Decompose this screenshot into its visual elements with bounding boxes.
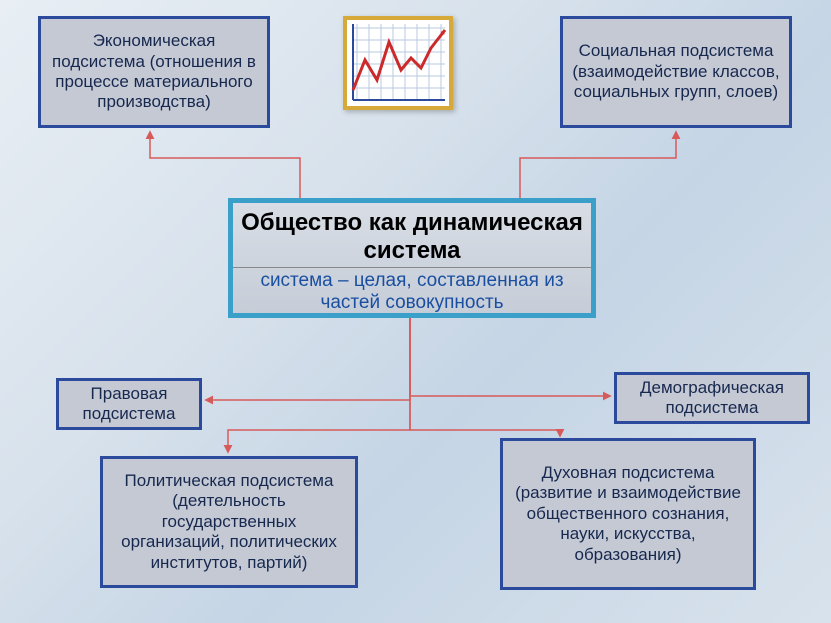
center-box: Общество как динамическая система систем… <box>228 198 596 318</box>
demographic-box: Демографическая подсистема <box>614 372 810 424</box>
social-text: Социальная подсистема (взаимодействие кл… <box>569 41 783 102</box>
social-box: Социальная подсистема (взаимодействие кл… <box>560 16 792 128</box>
spiritual-box: Духовная подсистема (развитие и взаимоде… <box>500 438 756 590</box>
economic-box: Экономическая подсистема (отношения в пр… <box>38 16 270 128</box>
center-title: Общество как динамическая система <box>233 203 591 267</box>
political-box: Политическая подсистема (деятельность го… <box>100 456 358 588</box>
legal-box: Правовая подсистема <box>56 378 202 430</box>
center-subtitle: система – целая, составленная из частей … <box>233 267 591 320</box>
demographic-text: Демографическая подсистема <box>623 378 801 419</box>
political-text: Политическая подсистема (деятельность го… <box>109 471 349 573</box>
economic-text: Экономическая подсистема (отношения в пр… <box>47 31 261 113</box>
chart-icon <box>343 16 453 110</box>
spiritual-text: Духовная подсистема (развитие и взаимоде… <box>509 463 747 565</box>
legal-text: Правовая подсистема <box>65 384 193 425</box>
